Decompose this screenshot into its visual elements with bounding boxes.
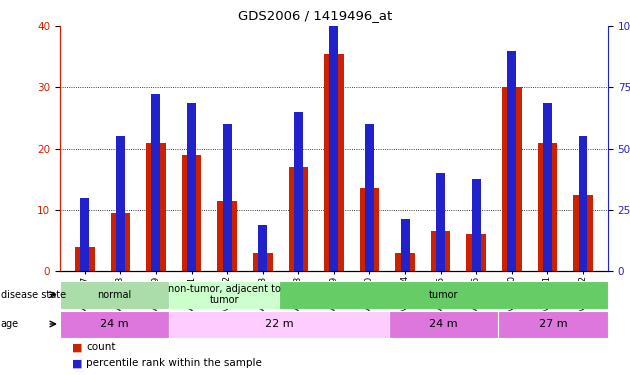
Bar xyxy=(80,198,89,271)
Text: 24 m: 24 m xyxy=(429,319,458,329)
Bar xyxy=(578,136,588,271)
Bar xyxy=(111,213,130,271)
Bar xyxy=(498,310,608,338)
Text: 22 m: 22 m xyxy=(265,319,294,329)
Bar xyxy=(60,280,169,309)
Text: age: age xyxy=(1,319,19,329)
Bar xyxy=(60,310,169,338)
Text: non-tumor, adjacent to
tumor: non-tumor, adjacent to tumor xyxy=(168,284,281,305)
Bar xyxy=(151,94,161,271)
Text: percentile rank within the sample: percentile rank within the sample xyxy=(86,358,262,368)
Text: 27 m: 27 m xyxy=(539,319,568,329)
Bar xyxy=(258,225,267,271)
Bar xyxy=(401,219,410,271)
Bar xyxy=(389,310,498,338)
Bar xyxy=(573,195,593,271)
Bar xyxy=(116,136,125,271)
Bar xyxy=(360,189,379,271)
Text: normal: normal xyxy=(98,290,132,300)
Text: count: count xyxy=(86,342,116,352)
Bar xyxy=(146,142,166,271)
Bar xyxy=(537,142,557,271)
Text: ■: ■ xyxy=(72,342,83,352)
Text: ■: ■ xyxy=(72,358,83,368)
Bar xyxy=(289,167,308,271)
Bar xyxy=(324,54,344,271)
Bar xyxy=(253,253,273,271)
Bar xyxy=(217,201,237,271)
Bar xyxy=(543,103,552,271)
Bar xyxy=(329,0,338,271)
Bar xyxy=(395,253,415,271)
Bar xyxy=(436,173,445,271)
Bar xyxy=(75,247,94,271)
Text: GDS2006 / 1419496_at: GDS2006 / 1419496_at xyxy=(238,9,392,22)
Bar xyxy=(294,112,303,271)
Bar xyxy=(365,124,374,271)
Bar xyxy=(502,87,522,271)
Bar xyxy=(169,310,389,338)
Bar xyxy=(472,179,481,271)
Text: disease state: disease state xyxy=(1,290,66,300)
Bar xyxy=(169,280,279,309)
Bar xyxy=(466,234,486,271)
Bar xyxy=(431,231,450,271)
Bar xyxy=(222,124,232,271)
Bar xyxy=(181,155,202,271)
Bar xyxy=(507,51,517,271)
Text: tumor: tumor xyxy=(429,290,458,300)
Bar xyxy=(279,280,608,309)
Bar xyxy=(187,103,196,271)
Text: 24 m: 24 m xyxy=(100,319,129,329)
